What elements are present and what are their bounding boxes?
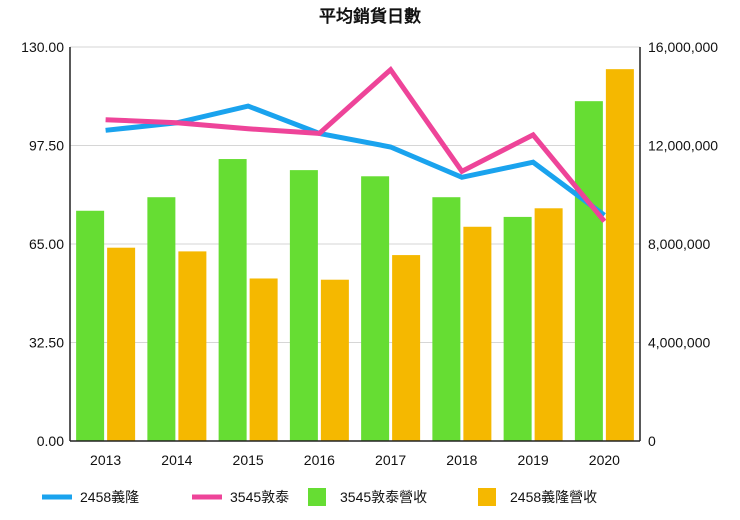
legend-swatch-2458義隆營收 <box>478 488 496 506</box>
y-right-tick-label: 16,000,000 <box>648 39 718 55</box>
bar-3545敦泰營收-2020 <box>574 101 603 442</box>
legend-label-2458義隆營收: 2458義隆營收 <box>510 489 597 505</box>
line-2458義隆 <box>105 103 606 218</box>
legend-label-2458義隆: 2458義隆 <box>80 489 139 505</box>
bar-2458義隆營收-2016 <box>320 279 349 441</box>
bar-2458義隆營收-2013 <box>107 247 136 441</box>
x-tick-label: 2016 <box>304 452 335 468</box>
y-right-tick-label: 0 <box>648 433 656 449</box>
bar-3545敦泰營收-2017 <box>361 176 390 441</box>
x-tick-label: 2020 <box>589 452 620 468</box>
bar-3545敦泰營收-2013 <box>76 210 105 441</box>
chart-title: 平均銷貨日數 <box>319 6 421 26</box>
x-tick-label: 2019 <box>518 452 549 468</box>
bar-3545敦泰營收-2019 <box>503 216 532 441</box>
y-left-tick-label: 32.50 <box>29 335 64 351</box>
x-tick-label: 2014 <box>161 452 192 468</box>
axes: 0.00 32.50 65.00 97.50 130.00 0 4,000,000 8,000… <box>21 39 718 468</box>
bar-3545敦泰營收-2018 <box>432 197 461 441</box>
x-tick-label: 2017 <box>375 452 406 468</box>
x-tick-label: 2013 <box>90 452 121 468</box>
legend-label-3545敦泰營收: 3545敦泰營收 <box>340 489 427 505</box>
y-left-tick-label: 130.00 <box>21 39 64 55</box>
x-tick-label: 2015 <box>233 452 264 468</box>
y-right-tick-label: 8,000,000 <box>648 236 710 252</box>
bar-3545敦泰營收-2014 <box>147 197 176 441</box>
bar-2458義隆營收-2018 <box>463 226 492 441</box>
y-left-tick-label: 0.00 <box>37 433 64 449</box>
bar-2458義隆營收-2015 <box>249 278 278 441</box>
line-3545敦泰 <box>105 65 607 223</box>
y-right-tick-label: 4,000,000 <box>648 335 710 351</box>
y-left-tick-label: 97.50 <box>29 138 64 154</box>
bar-3545敦泰營收-2016 <box>289 170 318 441</box>
legend-label-3545敦泰: 3545敦泰 <box>230 489 289 505</box>
line-series <box>105 65 607 223</box>
y-right-tick-label: 12,000,000 <box>648 138 718 154</box>
y-left-tick-label: 65.00 <box>29 236 64 252</box>
bar-2458義隆營收-2014 <box>178 251 207 441</box>
bar-2458義隆營收-2017 <box>392 255 421 441</box>
legend-swatch-3545敦泰營收 <box>308 488 326 506</box>
x-tick-label: 2018 <box>446 452 477 468</box>
bar-series <box>76 69 634 442</box>
bar-2458義隆營收-2020 <box>605 69 634 441</box>
bar-3545敦泰營收-2015 <box>218 159 247 441</box>
legend: 2458義隆 3545敦泰 3545敦泰營收 2458義隆營收 <box>42 488 597 506</box>
bar-2458義隆營收-2019 <box>534 208 563 441</box>
